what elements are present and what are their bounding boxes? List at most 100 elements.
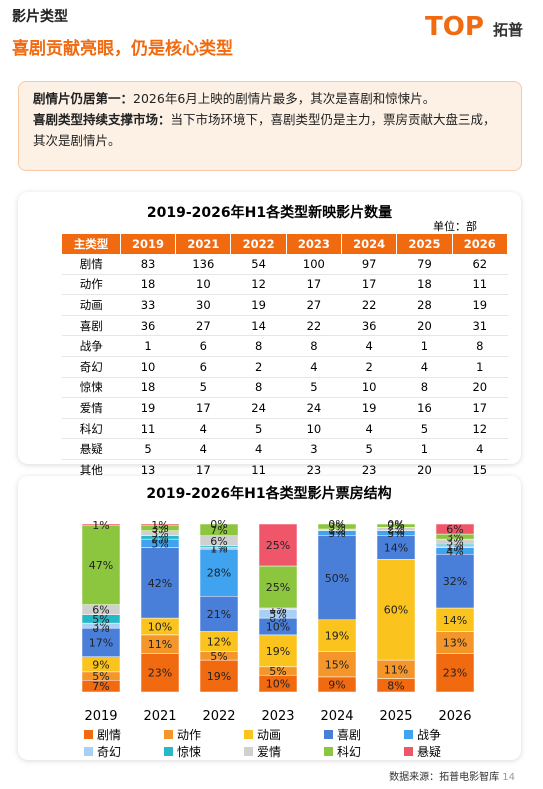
data-label: 7% (210, 524, 227, 537)
table-row: 动作 18 10 12 17 17 18 11 (62, 274, 508, 296)
legend-swatch (404, 747, 413, 756)
table-cell: 14 (230, 315, 287, 337)
table-cell: 28 (396, 294, 453, 316)
bar-segment (140, 523, 180, 526)
x-tick-label: 2026 (438, 709, 471, 724)
summary-line: 喜剧类型持续支撑市场：当下市场环境下，喜剧类型仍是主力，票房贡献大盘三成，其次是… (33, 109, 507, 151)
data-label: 12% (207, 636, 231, 649)
table-cell: 24 (230, 397, 287, 419)
column-header: 2021 (175, 234, 232, 254)
table-cell: 8 (396, 377, 453, 399)
data-label: 0% (328, 518, 345, 531)
data-label: 4% (446, 545, 463, 558)
table-cell: 18 (396, 274, 453, 296)
column-header: 2023 (286, 234, 343, 254)
table-cell: 4 (175, 418, 231, 440)
table-cell: 19 (341, 397, 397, 419)
table-cell: 爱情 (62, 397, 121, 419)
x-tick-label: 2022 (202, 709, 235, 724)
legend-swatch (324, 730, 333, 739)
data-label: 10% (266, 678, 290, 691)
bar-segment (435, 523, 475, 535)
summary-lead: 剧情片仍居第一： (33, 91, 134, 106)
table-cell: 36 (341, 315, 397, 337)
table-cell: 22 (286, 315, 342, 337)
table-unit: 单位：部 (433, 220, 477, 233)
data-label: 19% (325, 630, 349, 643)
logo-cn: 拓普 (492, 21, 523, 39)
data-label: 3% (328, 521, 345, 534)
table-row: 惊悚 18 5 8 5 10 8 20 (62, 377, 508, 399)
table-cell: 5 (286, 377, 342, 399)
data-label: 23% (148, 667, 172, 680)
table-card: 2019-2026年H1各类型新映影片数量 单位：部 主类型 2019 2021 20… (18, 192, 521, 481)
table-cell: 10 (286, 418, 342, 440)
page-number: 14 (502, 772, 515, 783)
chart: 2019-2026年H1各类型影片票房结构 7%5%9%17%0%3%5%6%4… (81, 485, 475, 759)
data-label: 0% (210, 518, 227, 531)
legend-swatch (244, 730, 253, 739)
data-label: 5% (92, 670, 109, 683)
data-label: 5% (210, 650, 227, 663)
table-cell: 17 (286, 274, 342, 296)
data-label: 50% (325, 572, 349, 585)
legend-label: 科幻 (337, 745, 361, 759)
chart-card: 2019-2026年H1各类型影片票房结构 7% 5% 9% 17% 0% 3% 5% 6% 4… (18, 476, 521, 760)
table-cell: 6 (175, 356, 231, 378)
table-cell: 30 (175, 294, 231, 316)
table-cell: 4 (341, 335, 397, 357)
data-label: 5% (92, 613, 109, 626)
data-label: 11% (148, 638, 172, 651)
table-cell: 科幻 (62, 418, 121, 440)
table-cell: 16 (396, 397, 453, 419)
table-cell: 10 (341, 377, 397, 399)
data-label: 21% (207, 608, 231, 621)
data-label: 25% (266, 581, 290, 594)
data-label: 6% (446, 523, 463, 536)
bar-segment (317, 523, 357, 530)
bar-segment (258, 523, 298, 567)
data-label: 47% (89, 559, 113, 572)
table-cell: 18 (120, 377, 176, 399)
table-cell: 1 (452, 356, 508, 378)
table-cell: 54 (230, 254, 287, 275)
column-header: 2026 (452, 234, 509, 254)
chart-title: 2019-2026年H1各类型影片票房结构 (146, 485, 391, 502)
legend-label: 喜剧 (337, 728, 361, 742)
table-cell: 19 (230, 294, 287, 316)
data-label: 42% (148, 577, 172, 590)
table-row: 喜剧 36 27 14 22 36 20 31 (62, 315, 508, 337)
data-label: 9% (328, 678, 345, 691)
legend-swatch (84, 730, 93, 739)
table-cell: 20 (396, 315, 453, 337)
table-cell: 剧情 (62, 254, 121, 275)
table-cell: 19 (452, 294, 508, 316)
legend-swatch (404, 730, 413, 739)
column-header: 主类型 (62, 234, 121, 254)
table-cell: 5 (341, 438, 397, 460)
data-label: 11% (384, 663, 408, 676)
table-cell: 62 (452, 254, 508, 275)
table-row: 剧情 83 136 54 100 97 79 62 (62, 254, 508, 275)
table-cell: 3 (286, 438, 342, 460)
bar-segment (199, 595, 239, 632)
source-text: 数据来源：拓普电影智库 (389, 772, 500, 783)
summary-box: 剧情片仍居第一：2026年6月上映的剧情片最多，其次是喜剧和惊悚片。 喜剧类型持… (18, 81, 522, 171)
x-tick-label: 2019 (84, 709, 117, 724)
summary-lead: 喜剧类型持续支撑市场： (33, 112, 171, 127)
table-cell: 97 (341, 254, 397, 275)
column-header: 2025 (396, 234, 453, 254)
table-cell: 12 (230, 274, 287, 296)
legend-label: 爱情 (257, 745, 281, 759)
source: 数据来源：拓普电影智库 14 (389, 768, 515, 783)
bar-segment (376, 523, 416, 528)
data-label: 10% (266, 620, 290, 633)
column-header: 2024 (341, 234, 398, 254)
data-label: 17% (89, 636, 113, 649)
table-title: 2019-2026年H1各类型新映影片数量 (146, 205, 393, 221)
page-title: 喜剧贡献亮眼，仍是核心类型 (12, 39, 233, 59)
table-cell: 1 (396, 335, 453, 357)
table-cell: 1 (120, 335, 176, 357)
table-cell: 5 (120, 438, 176, 460)
table-cell: 2 (230, 356, 287, 378)
